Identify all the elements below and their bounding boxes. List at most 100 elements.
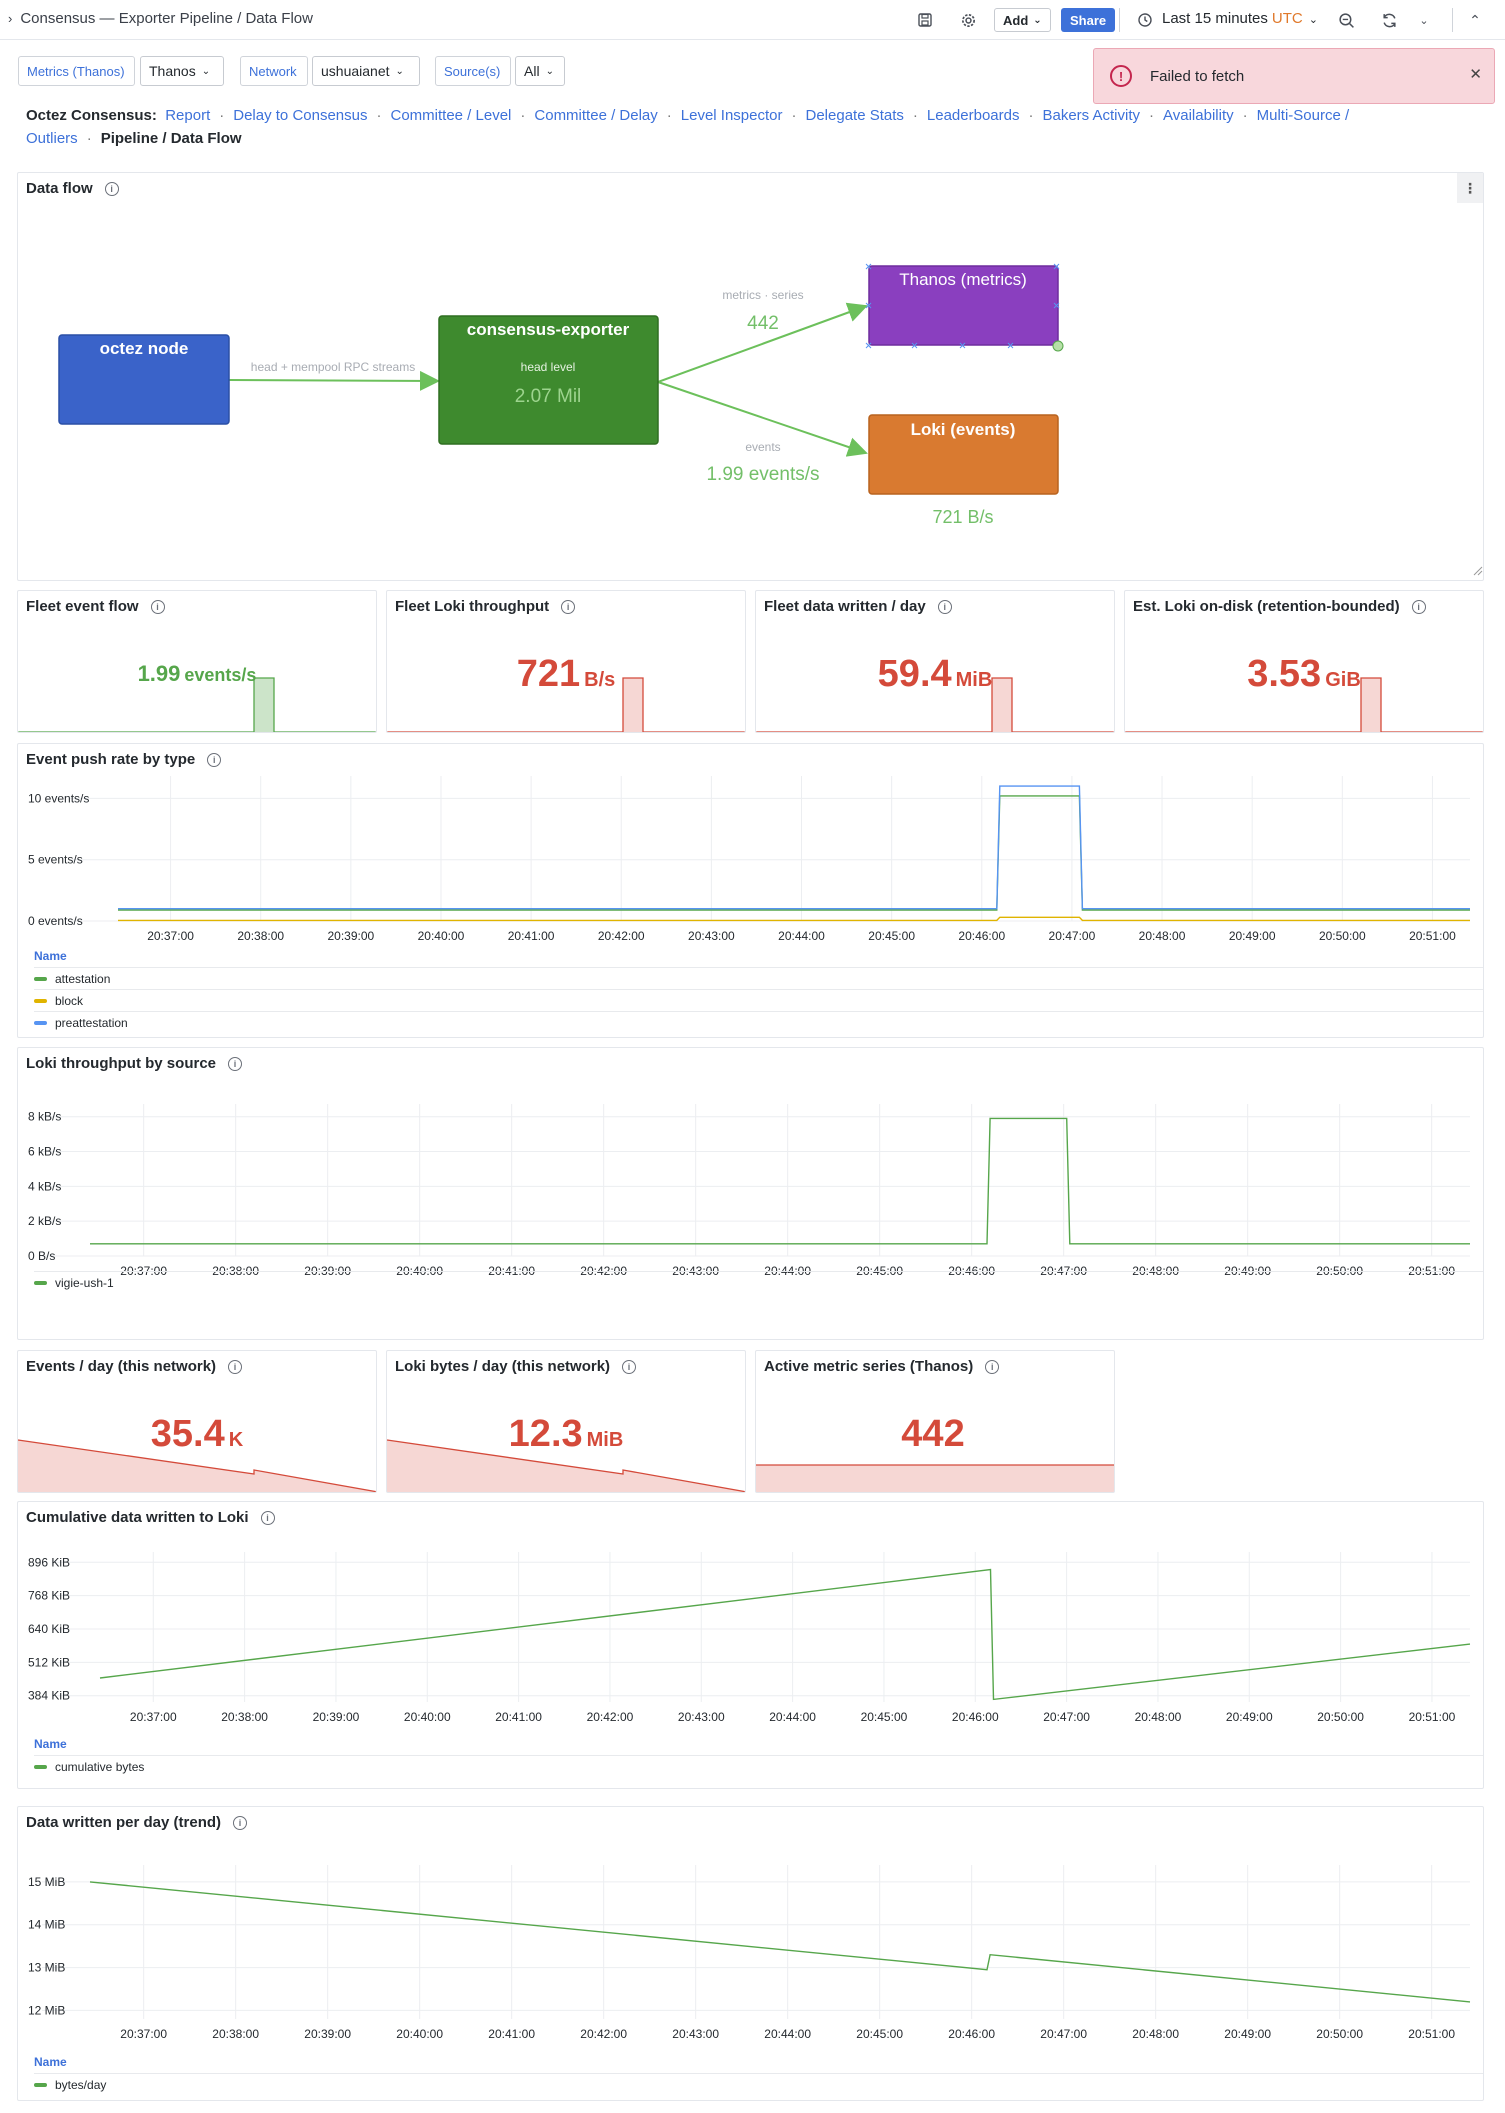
sparkline [756,677,1114,732]
dashboard-link[interactable]: Multi-Source / Outliers [26,107,1350,147]
panel-title-text: Fleet data written / day [764,598,926,615]
save-icon[interactable] [913,8,937,32]
share-button-label: Share [1070,12,1107,28]
stat-number: 721 [516,653,581,695]
y-tick-label: 10 events/s [28,791,89,805]
stat-value: 35.4 K [18,1413,376,1456]
panel-title-text: Fleet event flow [26,598,139,615]
dashboard-link[interactable]: Committee / Level [390,107,512,124]
dashboard-link[interactable]: Committee / Delay [534,107,658,124]
zoom-out-icon[interactable] [1334,8,1358,32]
legend-label: block [55,993,84,1008]
x-tick-label: 20:45:00 [868,929,915,943]
info-icon[interactable]: i [228,1359,243,1374]
x-tick-label: 20:37:00 [130,1710,177,1724]
collapse-chevron-up-icon[interactable]: ⌃ [1469,11,1481,28]
x-tick-label: 20:40:00 [404,1710,451,1724]
x-tick-label: 20:51:00 [1409,1710,1456,1724]
legend-header[interactable]: Name [34,2055,67,2069]
panel-title: Event push rate by type i [26,751,222,768]
legend-item[interactable]: cumulative bytes [34,1755,1483,1777]
panel-title: Data flow i [26,180,119,197]
x-tick-label: 20:50:00 [1317,1710,1364,1724]
toast-message: Failed to fetch [1150,67,1245,85]
dashboard-link[interactable]: Bakers Activity [1042,107,1141,124]
x-tick-label: 20:40:00 [396,2027,443,2041]
x-tick-label: 20:47:00 [1040,2027,1087,2041]
link-separator: · [1028,107,1034,124]
link-separator: · [219,107,225,124]
x-tick-label: 20:48:00 [1132,2027,1179,2041]
share-button[interactable]: Share [1061,8,1116,32]
legend-item[interactable]: block [34,989,1483,1011]
resize-handle [1052,340,1064,352]
variable-select-sources[interactable]: All ⌄ [515,56,565,86]
stat-panel: Fleet event flow i 1.99 events/s [17,590,377,733]
variable-select-network[interactable]: ushuaianet ⌄ [312,56,420,86]
node-octez [58,334,230,425]
legend-header[interactable]: Name [34,949,67,963]
y-tick-label: 0 events/s [28,914,83,928]
dashboard-link[interactable]: Delegate Stats [805,107,904,124]
info-icon[interactable]: i [561,599,576,614]
info-icon[interactable]: i [207,752,222,767]
legend-swatch [34,976,47,981]
breadcrumb[interactable]: › Consensus — Exporter Pipeline / Data Fl… [8,10,313,27]
links-lead: Octez Consensus: [26,107,157,124]
info-icon[interactable]: i [1411,599,1426,614]
chevron-right-icon[interactable]: › [8,11,13,26]
x-tick-label: 20:42:00 [598,929,645,943]
dashboard-link[interactable]: Report [165,107,211,124]
gear-icon[interactable] [956,8,980,32]
info-icon[interactable]: i [622,1359,637,1374]
legend-header[interactable]: Name [34,1737,67,1751]
info-icon[interactable]: i [233,1815,248,1830]
panel-title-text: Data flow [26,180,93,197]
y-tick-label: 15 MiB [28,1875,65,1889]
stat-value: 442 [756,1413,1114,1456]
info-icon[interactable]: i [985,1359,1000,1374]
dashboard-link[interactable]: Leaderboards [926,107,1020,124]
node-exporter-value: 2.07 Mil [515,386,582,407]
sparkline [18,1439,376,1492]
close-icon[interactable]: ✕ [1469,66,1482,83]
x-tick-label: 20:39:00 [304,2027,351,2041]
x-tick-label: 20:49:00 [1224,2027,1271,2041]
stat-unit: events/s [184,665,257,685]
panel-menu-icon[interactable]: ⋮ [1457,173,1483,203]
dashboard-link[interactable]: Availability [1163,107,1234,124]
info-icon[interactable]: i [150,599,165,614]
refresh-icon[interactable] [1377,8,1401,32]
variable-label-metrics: Metrics (Thanos) [18,56,135,86]
dashboard-link[interactable]: Level Inspector [680,107,783,124]
toolbar-divider [1452,8,1453,32]
dashboard-link[interactable]: Delay to Consensus [233,107,368,124]
link-separator: · [376,107,382,124]
legend-item[interactable]: attestation [34,967,1483,989]
refresh-interval-chevron-icon[interactable]: ⌄ [1419,14,1429,27]
legend-item[interactable]: bytes/day [34,2073,1483,2095]
chart-legend: Name attestation block preattestation [34,949,1483,1033]
add-button[interactable]: Add ⌄ [994,8,1051,32]
stat-number: 3.53 [1247,653,1322,695]
legend-item[interactable]: preattestation [34,1011,1483,1033]
variable-select-metrics[interactable]: Thanos ⌄ [140,56,224,86]
info-icon[interactable]: i [228,1056,242,1071]
x-tick-label: 20:43:00 [688,929,735,943]
variable-value-metrics: Thanos [149,63,196,79]
stat-number: 12.3 [508,1413,583,1455]
info-icon[interactable]: i [104,181,119,196]
clock-icon[interactable] [1133,8,1157,32]
panel-title-text: Cumulative data written to Loki [26,1509,249,1526]
panel-title: Loki throughput by source i [26,1055,242,1072]
node-thanos-label: Thanos (metrics) [899,270,1027,289]
info-icon[interactable]: i [937,599,952,614]
legend-item[interactable]: vigie-ush-1 [34,1271,1483,1293]
link-separator: · [86,130,92,147]
time-range-picker[interactable]: Last 15 minutes UTC ⌄ [1162,10,1318,27]
link-separator: · [520,107,526,124]
stat-panel: Fleet Loki throughput i 721 B/s [386,590,746,733]
node-exporter-sub: head level [521,360,576,374]
info-icon[interactable]: i [260,1510,275,1525]
legend-label: bytes/day [55,2077,107,2092]
